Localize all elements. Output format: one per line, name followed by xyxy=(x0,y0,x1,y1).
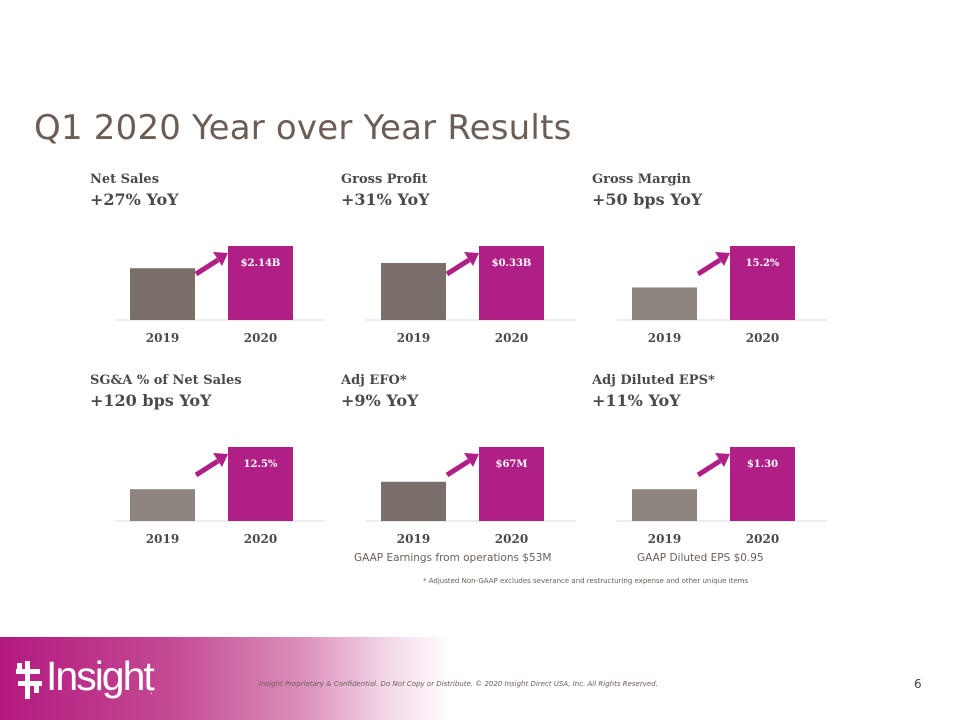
bar-chart-adj-eps: $1.30 2019 2020 xyxy=(617,447,827,546)
bar-2019 xyxy=(381,263,446,320)
growth-arrow-head xyxy=(213,453,228,467)
bar-2020 xyxy=(228,447,293,521)
adjusted-footnote: * Adjusted Non-GAAP excludes severance a… xyxy=(423,577,749,585)
bar-chart-gross-margin: 15.2% 2019 2020 xyxy=(617,246,827,345)
bar-2020 xyxy=(479,447,544,521)
metric-label: Gross Profit xyxy=(341,172,428,187)
data-label-2020: $2.14B xyxy=(241,258,281,269)
yoy-label: +31% YoY xyxy=(341,190,430,209)
data-label-2020: 15.2% xyxy=(746,258,780,269)
yoy-label: +27% YoY xyxy=(90,190,179,209)
page-number: 6 xyxy=(914,677,922,691)
bar-2019 xyxy=(130,489,195,521)
growth-arrow-shaft xyxy=(194,257,220,277)
tick-label-2020: 2020 xyxy=(244,532,277,546)
metric-label: Net Sales xyxy=(90,172,160,187)
chart-panel-net-sales: Net Sales +27% YoY $2.14B 2019 2020 xyxy=(90,172,340,362)
bar-chart-gross-profit: $0.33B 2019 2020 xyxy=(366,246,576,345)
metric-label: Adj EFO* xyxy=(341,373,407,388)
growth-arrow-head xyxy=(213,252,228,266)
footer-band xyxy=(0,637,960,720)
bar-chart-sga: 12.5% 2019 2020 xyxy=(115,447,325,546)
bar-2019 xyxy=(632,287,697,320)
bar-2019 xyxy=(381,481,446,521)
bar-chart-net-sales: $2.14B 2019 2020 xyxy=(115,246,325,345)
tick-label-2019: 2019 xyxy=(397,532,430,546)
growth-arrow-shaft xyxy=(194,458,220,478)
insight-logo-icon xyxy=(16,661,42,699)
tick-label-2020: 2020 xyxy=(495,331,528,345)
tick-label-2020: 2020 xyxy=(495,532,528,546)
data-label-2020: $1.30 xyxy=(747,459,778,470)
growth-arrow-shaft xyxy=(696,257,722,277)
metric-label: SG&A % of Net Sales xyxy=(90,373,242,388)
growth-arrow-head xyxy=(715,252,730,266)
tick-label-2019: 2019 xyxy=(648,331,681,345)
tick-label-2019: 2019 xyxy=(146,532,179,546)
chart-panel-gross-profit: Gross Profit +31% YoY $0.33B 2019 2020 xyxy=(341,172,591,362)
confidential-notice: Insight Proprietary & Confidential. Do N… xyxy=(259,680,658,688)
bar-2020 xyxy=(228,246,293,320)
bar-chart-adj-efo: $67M 2019 2020 xyxy=(366,447,576,546)
insight-logo-wordmark: Insight xyxy=(46,653,155,699)
bar-2020 xyxy=(730,246,795,320)
data-label-2020: $67M xyxy=(496,459,528,470)
gaap-eps-note: GAAP Diluted EPS $0.95 xyxy=(637,552,764,564)
data-label-2020: $0.33B xyxy=(492,258,532,269)
tick-label-2019: 2019 xyxy=(146,331,179,345)
data-label-2020: 12.5% xyxy=(244,459,278,470)
metric-label: Adj Diluted EPS* xyxy=(592,373,715,388)
yoy-label: +9% YoY xyxy=(341,391,419,410)
yoy-label: +50 bps YoY xyxy=(592,190,703,209)
growth-arrow-shaft xyxy=(445,458,471,478)
bar-2020 xyxy=(479,246,544,320)
tick-label-2019: 2019 xyxy=(397,331,430,345)
tick-label-2020: 2020 xyxy=(244,331,277,345)
bar-2020 xyxy=(730,447,795,521)
bar-2019 xyxy=(632,489,697,521)
tick-label-2020: 2020 xyxy=(746,532,779,546)
growth-arrow-head xyxy=(464,453,479,467)
growth-arrow-shaft xyxy=(445,257,471,277)
gaap-efo-note: GAAP Earnings from operations $53M xyxy=(354,552,552,564)
chart-panel-gross-margin: Gross Margin +50 bps YoY 15.2% 2019 2020 xyxy=(592,172,842,362)
chart-panel-adj-efo: Adj EFO* +9% YoY $67M 2019 2020 xyxy=(341,373,591,563)
bar-2019 xyxy=(130,268,195,320)
yoy-label: +11% YoY xyxy=(592,391,681,410)
tick-label-2020: 2020 xyxy=(746,331,779,345)
page-title: Q1 2020 Year over Year Results xyxy=(34,108,572,148)
chart-panel-sga: SG&A % of Net Sales +120 bps YoY 12.5% 20… xyxy=(90,373,340,563)
insight-logo-dot: . xyxy=(150,686,153,697)
tick-label-2019: 2019 xyxy=(648,532,681,546)
yoy-label: +120 bps YoY xyxy=(90,391,212,410)
growth-arrow-head xyxy=(715,453,730,467)
chart-panel-adj-eps: Adj Diluted EPS* +11% YoY $1.30 2019 2020 xyxy=(592,373,842,563)
growth-arrow-head xyxy=(464,252,479,266)
metric-label: Gross Margin xyxy=(592,172,691,187)
growth-arrow-shaft xyxy=(696,458,722,478)
